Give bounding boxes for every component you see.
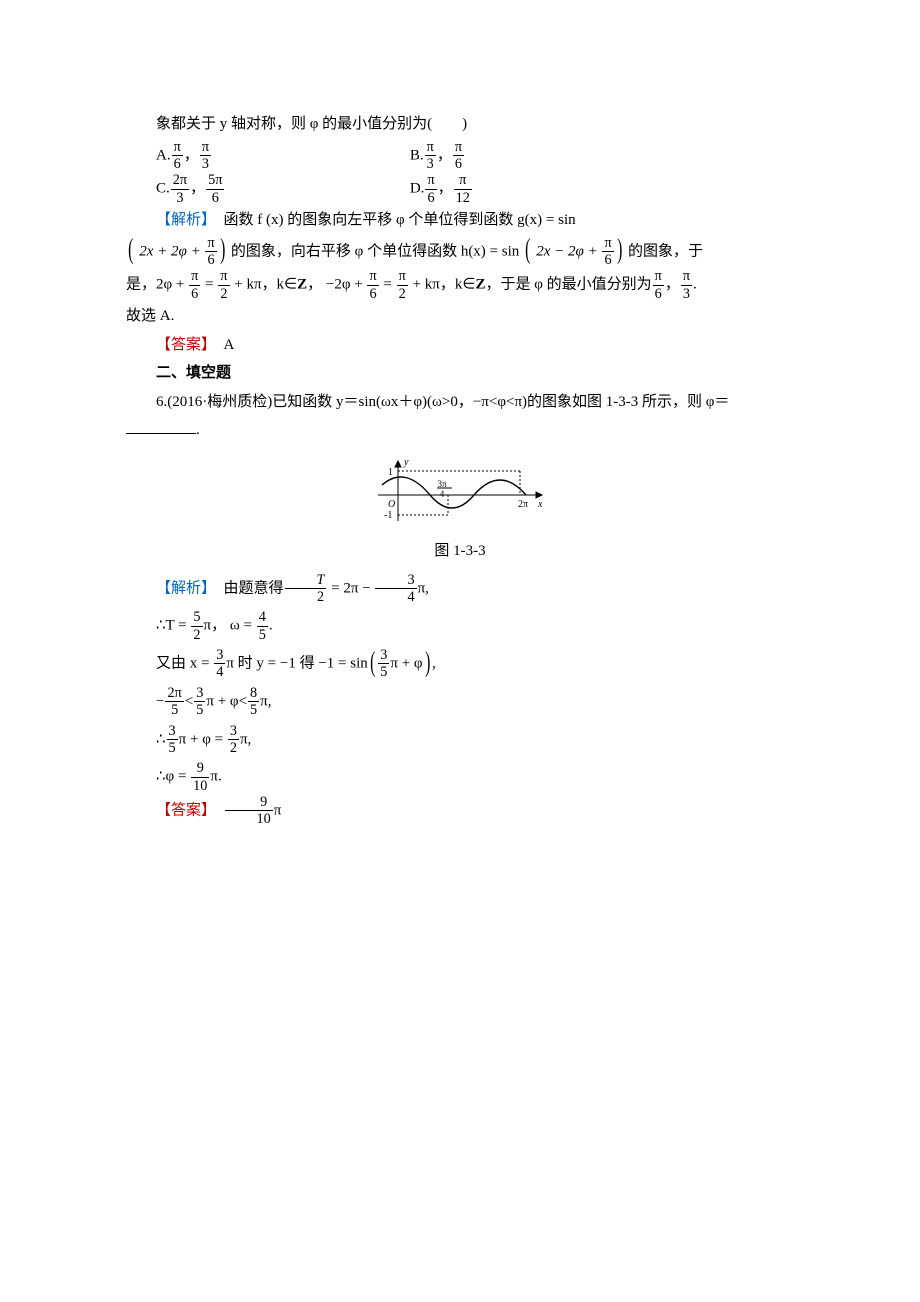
q5-analysis-line4: 故选 A. xyxy=(126,302,794,331)
fraction: π6 xyxy=(172,139,183,173)
option-c-label: C. xyxy=(156,181,170,197)
fraction: π2 xyxy=(397,268,408,302)
option-b: B.π3，π6 xyxy=(410,139,664,173)
lparen-icon: ( xyxy=(128,236,133,265)
fraction: 2π5 xyxy=(165,685,183,719)
fraction: π12 xyxy=(454,172,472,206)
fraction: π6 xyxy=(367,268,378,302)
q5-options-row2: C.2π3，5π6 D.π6，π12 xyxy=(156,172,664,206)
q6-analysis-line5: ∴35π + φ = 32π, xyxy=(156,723,794,757)
fraction: π6 xyxy=(205,235,216,269)
fraction: 910 xyxy=(225,794,273,828)
svg-text:x: x xyxy=(537,499,543,510)
analysis-label: 【解析】 xyxy=(156,580,209,596)
fraction: 34 xyxy=(214,647,225,681)
option-a: A.π6，π3 xyxy=(156,139,410,173)
fraction: 45 xyxy=(257,609,268,643)
fraction: 35 xyxy=(194,685,205,719)
figure-caption: 图 1-3-3 xyxy=(126,537,794,566)
fraction: 34 xyxy=(375,572,416,606)
rparen-icon: ) xyxy=(617,236,622,265)
q5-analysis-line2: ( 2x + 2φ + π6) 的图象，向右平移 φ 个单位得函数 h(x) =… xyxy=(126,235,794,269)
option-d: D.π6，π12 xyxy=(410,172,664,206)
fraction: π6 xyxy=(425,172,436,206)
svg-text:1: 1 xyxy=(388,467,393,478)
fraction: 35 xyxy=(378,647,389,681)
fraction: π6 xyxy=(189,268,200,302)
svg-text:2π: 2π xyxy=(518,499,528,510)
fraction: π3 xyxy=(200,139,211,173)
analysis-label: 【解析】 xyxy=(156,212,209,228)
fraction: π3 xyxy=(425,139,436,173)
q6-analysis-line6: ∴φ = 910π. xyxy=(156,760,794,794)
fraction: 910 xyxy=(191,760,209,794)
fraction: 52 xyxy=(191,609,202,643)
svg-text:y: y xyxy=(403,457,409,468)
q6-stem: 6.(2016·梅州质检)已知函数 y＝sin(ωx＋φ)(ω>0，−π<φ<π… xyxy=(126,388,794,445)
fraction: π6 xyxy=(602,235,613,269)
answer-label: 【答案】 xyxy=(156,802,209,818)
q5-analysis: 【解析】 函数 f (x) 的图象向左平移 φ 个单位得到函数 g(x) = s… xyxy=(126,206,794,235)
svg-text:-1: -1 xyxy=(384,510,392,521)
fraction: 5π6 xyxy=(206,172,224,206)
fraction: π6 xyxy=(653,268,664,302)
lparen-icon: ( xyxy=(370,649,375,678)
fraction: T2 xyxy=(285,572,327,606)
fraction: 32 xyxy=(228,723,239,757)
rparen-icon: ) xyxy=(425,649,430,678)
option-c: C.2π3，5π6 xyxy=(156,172,410,206)
fraction: 35 xyxy=(167,723,178,757)
q6-analysis-line3: 又由 x = 34π 时 y = −1 得 −1 = sin(35π + φ), xyxy=(156,647,794,681)
fraction: π2 xyxy=(218,268,229,302)
q5-answer: 【答案】 A xyxy=(126,331,794,360)
rparen-icon: ) xyxy=(220,236,225,265)
q5-options-row1: A.π6，π3 B.π3，π6 xyxy=(156,139,664,173)
sine-graph-icon: y x O 1 -1 3π 4 2π xyxy=(370,455,550,527)
fill-blank xyxy=(126,419,196,434)
fraction: 2π3 xyxy=(171,172,189,206)
section-2-title: 二、填空题 xyxy=(126,359,794,388)
svg-text:4: 4 xyxy=(440,489,445,499)
q5-stem-tail: 象都关于 y 轴对称，则 φ 的最小值分别为( ) xyxy=(126,110,794,139)
figure-1-3-3: y x O 1 -1 3π 4 2π 图 1-3-3 xyxy=(126,455,794,566)
q6-analysis-line2: ∴T = 52π， ω = 45. xyxy=(156,609,794,643)
q6-answer: 【答案】 910π xyxy=(126,794,794,828)
fraction: π3 xyxy=(681,268,692,302)
q6-analysis-line4: −2π5<35π + φ<85π, xyxy=(156,685,794,719)
fraction: π6 xyxy=(453,139,464,173)
q5-analysis-line3: 是，2φ + π6 = π2 + kπ，k∈Z， −2φ + π6 = π2 +… xyxy=(126,268,794,302)
q6-analysis-line1: 【解析】 由题意得T2 = 2π − 34π, xyxy=(126,572,794,606)
fraction: 85 xyxy=(248,685,259,719)
svg-text:O: O xyxy=(388,499,395,510)
option-a-label: A. xyxy=(156,147,171,163)
answer-label: 【答案】 xyxy=(156,337,209,353)
lparen-icon: ( xyxy=(525,236,530,265)
option-d-label: D. xyxy=(410,181,425,197)
option-b-label: B. xyxy=(410,147,424,163)
